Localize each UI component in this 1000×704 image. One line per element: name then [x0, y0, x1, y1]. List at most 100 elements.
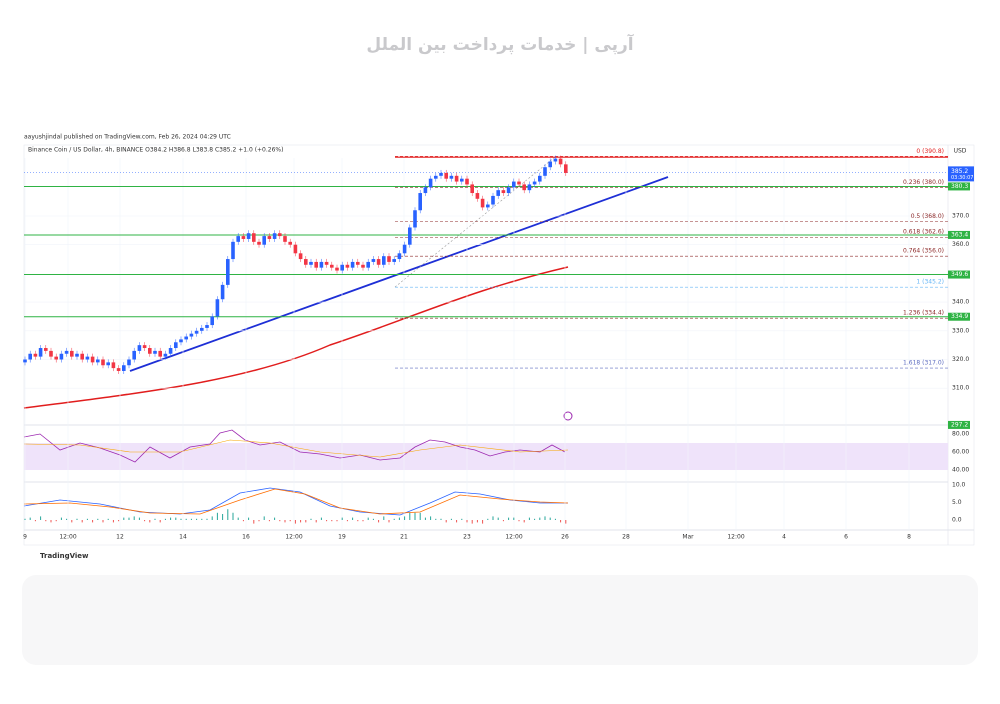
- candle: [454, 175, 459, 182]
- fib-label: 1.618 (317.0): [903, 360, 944, 367]
- candle: [59, 353, 64, 360]
- candle: [205, 325, 209, 328]
- candle: [512, 181, 516, 188]
- candle: [387, 256, 391, 262]
- price-tag-label: 297.2: [951, 421, 968, 428]
- y-tick-label: 370.0: [952, 213, 969, 220]
- footer-panel: [22, 575, 978, 665]
- x-tick-label: 23: [463, 534, 471, 541]
- candle: [283, 236, 287, 242]
- candle: [522, 184, 526, 191]
- candle: [262, 236, 266, 245]
- moving-average: [23, 266, 569, 409]
- candle: [324, 261, 329, 265]
- candle: [361, 264, 365, 268]
- candle: [491, 195, 495, 205]
- candle: [319, 261, 324, 268]
- y-tick-label: 320.0: [952, 356, 969, 363]
- candle: [423, 187, 428, 194]
- candle: [64, 350, 69, 354]
- candle: [163, 353, 168, 357]
- candle: [548, 161, 552, 168]
- price-tag: [948, 312, 970, 321]
- candle: [148, 348, 152, 354]
- x-tick-label: 12: [116, 534, 124, 541]
- candle: [402, 244, 407, 254]
- price-tag-label: 363.4: [951, 231, 968, 238]
- candle: [288, 241, 292, 245]
- x-tick-label: 8: [907, 534, 911, 541]
- brand: TradingView: [40, 552, 89, 560]
- candle: [340, 264, 344, 271]
- x-tick-label: 9: [23, 534, 27, 541]
- candle: [210, 316, 214, 326]
- signal-line: [23, 488, 569, 515]
- price-tag: [948, 166, 974, 182]
- candle: [215, 299, 220, 317]
- candle: [252, 233, 256, 242]
- indicator-tick-label: 40.00: [952, 467, 969, 474]
- candle: [101, 359, 105, 366]
- x-tick-label: Mar: [682, 534, 694, 541]
- candle: [527, 184, 532, 191]
- candle: [137, 345, 142, 351]
- x-tick-label: 6: [844, 534, 848, 541]
- y-tick-label: 310.0: [952, 385, 969, 392]
- candle: [465, 178, 469, 185]
- fib-label: 0 (390.8): [916, 148, 944, 155]
- candle: [236, 236, 240, 242]
- fib-label: 0.618 (362.6): [903, 229, 944, 236]
- candle: [486, 204, 490, 208]
- candle: [184, 336, 188, 340]
- y-tick-label: 360.0: [952, 241, 969, 248]
- candle: [33, 353, 38, 357]
- candle: [293, 244, 298, 254]
- candle: [413, 210, 417, 228]
- candle: [376, 259, 381, 265]
- candle: [127, 359, 131, 366]
- price-tag: [948, 182, 970, 191]
- price-tag: [948, 230, 970, 239]
- x-tick-label: 12:00: [285, 534, 302, 541]
- candle: [241, 236, 246, 239]
- price-tag: [948, 270, 970, 279]
- candle: [142, 345, 147, 349]
- candle: [246, 233, 251, 239]
- fib-label: 0.764 (356.0): [903, 248, 944, 255]
- fib-label: 1 (345.2): [916, 279, 944, 286]
- candle: [439, 172, 443, 176]
- watermark: آرپی | خدمات پرداخت بین الملل: [366, 33, 634, 55]
- candle: [23, 359, 27, 363]
- event-icon[interactable]: [563, 411, 573, 421]
- candle: [278, 233, 282, 237]
- candle: [272, 233, 277, 239]
- candle: [116, 368, 121, 371]
- rsi-ma: [23, 439, 569, 458]
- candle: [111, 362, 116, 369]
- candle: [231, 241, 235, 260]
- countdown: 03:30:07: [951, 175, 973, 181]
- candle: [153, 350, 157, 354]
- candle: [538, 175, 542, 182]
- publisher: aayushjindal published on TradingView.co…: [24, 134, 231, 141]
- y-tick-label: 330.0: [952, 327, 969, 334]
- candle: [267, 236, 272, 239]
- fib-label: 0.5 (368.0): [911, 213, 944, 220]
- y-tick-label: 340.0: [952, 299, 969, 306]
- candle: [179, 339, 183, 343]
- indicator-tick-label: 5.0: [952, 499, 962, 506]
- candle: [371, 259, 376, 262]
- price-tag-label: 334.9: [951, 313, 968, 320]
- candle: [496, 190, 500, 196]
- candle: [122, 365, 126, 371]
- candle: [470, 184, 474, 194]
- x-tick-label: 26: [561, 534, 569, 541]
- candle: [444, 172, 448, 179]
- candle: [54, 356, 58, 360]
- candle: [314, 261, 318, 268]
- candle: [345, 264, 350, 268]
- candle: [392, 259, 396, 262]
- price-tag-label: 349.6: [951, 271, 968, 278]
- candle: [174, 342, 178, 349]
